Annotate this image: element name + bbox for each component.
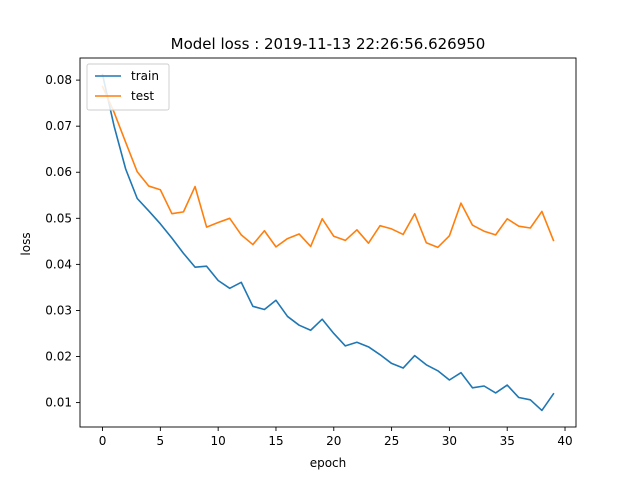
y-tick-label: 0.08 xyxy=(45,73,72,87)
series-line-test xyxy=(101,85,555,249)
y-tick-label: 0.03 xyxy=(45,303,72,317)
y-axis-label: loss xyxy=(19,232,33,255)
axes-frame xyxy=(79,57,577,428)
x-tick-label: 35 xyxy=(500,434,515,448)
x-tick-label: 30 xyxy=(442,434,457,448)
x-tick-label: 15 xyxy=(268,434,283,448)
y-tick-label: 0.04 xyxy=(45,257,72,271)
x-tick-label: 20 xyxy=(326,434,341,448)
y-tick-label: 0.01 xyxy=(45,396,72,410)
y-tick-label: 0.06 xyxy=(45,165,72,179)
x-tick-label: 5 xyxy=(157,434,165,448)
plot-area: 0 5 10 15 20 25 30 35 40 0.01 0.02 0.03 0.04 0.05 0.06… xyxy=(45,57,577,448)
y-tick-label: 0.07 xyxy=(45,119,72,133)
chart-title: Model loss : 2019-11-13 22:26:56.626950 xyxy=(171,35,486,53)
series-line-train xyxy=(101,73,555,412)
y-tick-label: 0.02 xyxy=(45,350,72,364)
x-tick-label: 0 xyxy=(99,434,107,448)
x-tick-label: 25 xyxy=(384,434,399,448)
legend-label-train: train xyxy=(131,69,159,83)
y-tick-label: 0.05 xyxy=(45,211,72,225)
x-axis-label: epoch xyxy=(310,456,347,470)
legend-label-test: test xyxy=(131,89,154,103)
x-tick-label: 10 xyxy=(211,434,226,448)
x-tick-label: 40 xyxy=(557,434,572,448)
